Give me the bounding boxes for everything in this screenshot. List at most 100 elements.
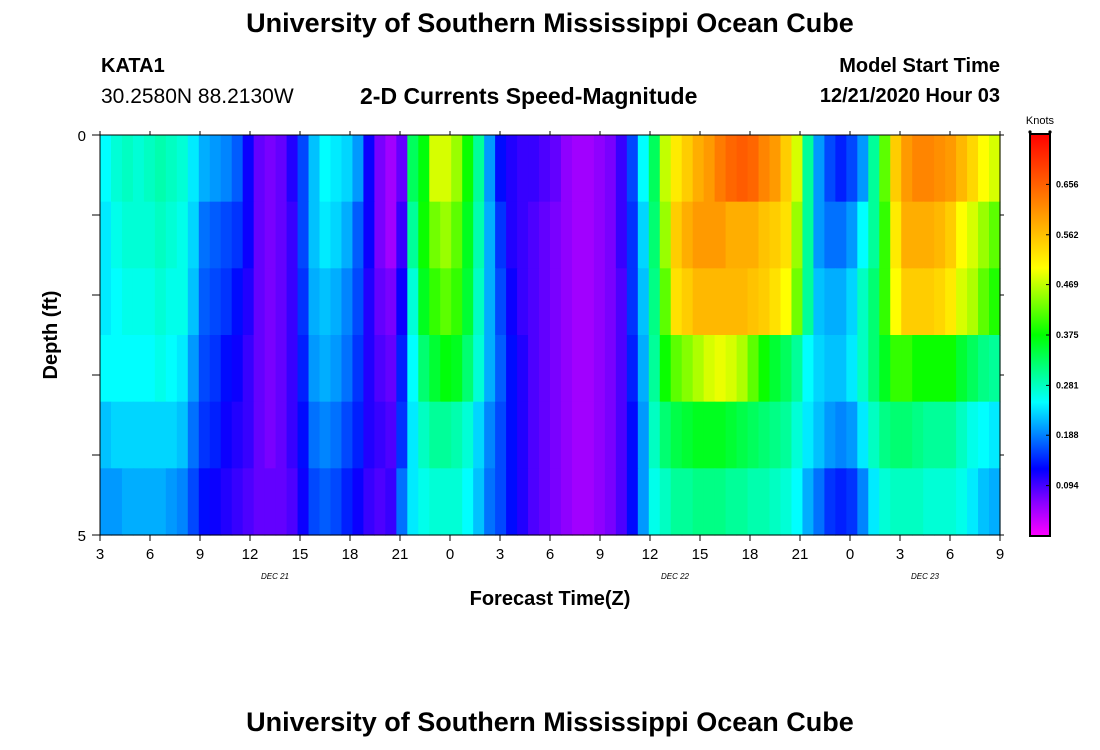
heatmap-cell: [462, 201, 474, 269]
heatmap-cell: [989, 135, 1001, 203]
heatmap-cell: [615, 401, 628, 469]
heatmap-cell: [220, 468, 233, 536]
heatmap-cell: [429, 201, 441, 269]
heatmap-cell: [736, 335, 749, 403]
heatmap-cell: [451, 335, 463, 403]
heatmap-cell: [912, 268, 924, 336]
heatmap-cell: [736, 401, 749, 469]
heatmap-cell: [209, 401, 222, 469]
x-tick-label: 3: [896, 546, 904, 563]
heatmap-cell: [154, 201, 167, 269]
heatmap-cell: [692, 201, 705, 269]
colorbar-tick-label: 0.469: [1056, 280, 1079, 290]
footer-title: University of Southern Mississippi Ocean…: [246, 707, 854, 737]
heatmap-cell: [176, 468, 189, 536]
heatmap-cell: [626, 401, 639, 469]
heatmap-cell: [945, 401, 957, 469]
heatmap-cell: [231, 401, 244, 469]
heatmap-cell: [132, 335, 145, 403]
heatmap-cell: [297, 268, 310, 336]
heatmap-cell: [813, 335, 825, 403]
heatmap-cell: [495, 401, 507, 469]
heatmap-cell: [648, 335, 661, 403]
heatmap-cell: [253, 401, 266, 469]
heatmap-cell: [407, 335, 419, 403]
heatmap-cell: [956, 268, 968, 336]
heatmap-cell: [780, 468, 793, 536]
heatmap-cell: [418, 201, 430, 269]
heatmap-cell: [571, 135, 584, 203]
heatmap-cell: [286, 135, 299, 203]
x-tick-label: 18: [342, 546, 359, 563]
x-tick-label: 18: [742, 546, 759, 563]
heatmap-cell: [791, 268, 804, 336]
heatmap-cell: [978, 468, 990, 536]
heatmap-cell: [330, 201, 343, 269]
heatmap-cell: [264, 468, 277, 536]
heatmap-cell: [528, 468, 540, 536]
heatmap-cell: [100, 468, 112, 536]
date-label: DEC 23: [911, 572, 940, 581]
heatmap-cell: [989, 468, 1001, 536]
heatmap-cell: [934, 201, 946, 269]
heatmap-cell: [857, 401, 869, 469]
heatmap-cell: [429, 468, 441, 536]
heatmap-cell: [143, 268, 156, 336]
heatmap-cell: [681, 401, 694, 469]
date-label: DEC 21: [261, 572, 289, 581]
heatmap-cell: [978, 201, 990, 269]
heatmap-cell: [451, 135, 463, 203]
heatmap-cell: [967, 335, 979, 403]
heatmap-cell: [626, 201, 639, 269]
heatmap-cell: [121, 201, 134, 269]
heatmap-cell: [165, 401, 178, 469]
heatmap-cell: [407, 468, 419, 536]
heatmap-cell: [868, 335, 880, 403]
heatmap-cell: [824, 135, 836, 203]
heatmap-cell: [110, 401, 123, 469]
heatmap-cell: [517, 468, 529, 536]
heatmap-cell: [714, 468, 727, 536]
x-tick-label: 15: [292, 546, 309, 563]
model-start-label: Model Start Time: [839, 55, 1000, 77]
heatmap-cell: [857, 201, 869, 269]
heatmap-cell: [187, 401, 200, 469]
heatmap-cell: [297, 201, 310, 269]
chart-title: 2-D Currents Speed-Magnitude: [360, 83, 698, 109]
heatmap-cell: [385, 201, 397, 269]
heatmap-cell: [308, 268, 321, 336]
heatmap-cell: [154, 468, 167, 536]
heatmap-cell: [396, 468, 408, 536]
heatmap-cell: [692, 268, 705, 336]
heatmap-cell: [209, 268, 222, 336]
heatmap-cell: [517, 201, 529, 269]
heatmap-cell: [780, 135, 793, 203]
heatmap-cell: [824, 201, 836, 269]
heatmap-cell: [275, 401, 288, 469]
heatmap-cell: [923, 135, 935, 203]
heatmap-cell: [890, 401, 902, 469]
date-label: DEC 22: [661, 572, 690, 581]
heatmap-cell: [462, 401, 474, 469]
heatmap-cell: [528, 268, 540, 336]
heatmap-cell: [582, 468, 595, 536]
x-tick-label: 6: [546, 546, 554, 563]
heatmap-cell: [967, 201, 979, 269]
heatmap-cell: [890, 335, 902, 403]
heatmap-cell: [473, 468, 485, 536]
heatmap-cell: [110, 268, 123, 336]
heatmap-cell: [220, 201, 233, 269]
heatmap-cell: [396, 135, 408, 203]
heatmap-cell: [550, 201, 562, 269]
x-tick-label: 0: [846, 546, 854, 563]
heatmap-cell: [506, 268, 518, 336]
heatmap-cell: [615, 201, 628, 269]
heatmap-cell: [989, 268, 1001, 336]
heatmap-cell: [736, 468, 749, 536]
heatmap-cell: [187, 268, 200, 336]
heatmap-cell: [264, 268, 277, 336]
heatmap-cell: [560, 268, 573, 336]
colorbar-tick-label: 0.656: [1056, 179, 1079, 189]
heatmap-cell: [495, 201, 507, 269]
heatmap-cell: [791, 401, 804, 469]
